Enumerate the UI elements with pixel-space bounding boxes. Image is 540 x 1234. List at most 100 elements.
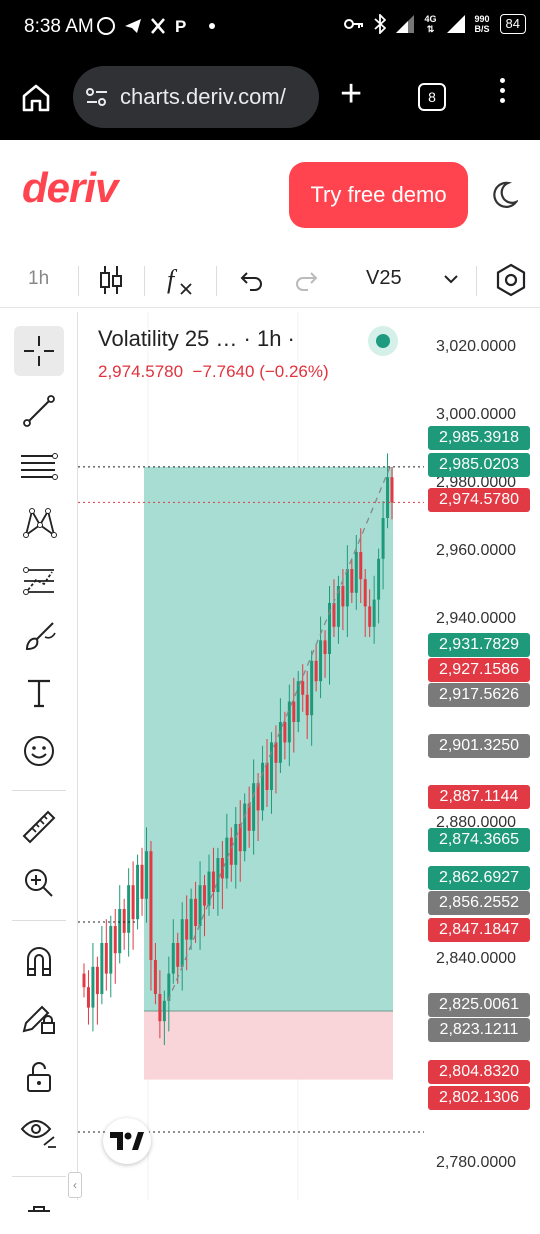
candle <box>381 518 385 559</box>
site-settings-icon[interactable] <box>85 86 109 108</box>
candle <box>95 966 99 994</box>
network-type: 4G ⇅ <box>424 14 437 34</box>
projection-line <box>167 466 391 1002</box>
dark-mode-icon[interactable] <box>490 180 518 210</box>
collapse-panel-button[interactable]: ‹ <box>68 1172 82 1198</box>
candle <box>113 926 117 954</box>
axis-tick: 2,960.0000 <box>436 542 517 559</box>
undo-icon[interactable] <box>238 264 264 294</box>
svg-text:f: f <box>167 265 178 294</box>
panel-divider <box>12 790 66 791</box>
price-label: 2,823.1211 <box>428 1018 530 1042</box>
candle <box>153 960 157 994</box>
candle <box>323 640 327 654</box>
key-icon <box>344 19 364 29</box>
candle <box>243 803 247 852</box>
crosshair-tool[interactable] <box>14 326 64 376</box>
price-label: 2,985.0203 <box>428 453 530 477</box>
candle <box>238 824 242 852</box>
site-header: deriv Try free demo <box>0 140 540 248</box>
price-chart[interactable] <box>78 312 540 1200</box>
zoom-tool[interactable] <box>14 858 64 908</box>
try-free-demo-button[interactable]: Try free demo <box>289 162 468 228</box>
price-label: 2,847.1847 <box>428 918 530 942</box>
candle <box>140 864 144 899</box>
chart-toolbar: 1h f V25 <box>0 252 540 308</box>
symbol-title: Volatility 25 … · 1h · <box>98 326 295 351</box>
candle <box>278 722 282 763</box>
status-bar: 8:38 AM P 4G ⇅ 990 B/S 84 <box>0 0 540 56</box>
candle <box>372 599 376 627</box>
loss-zone <box>144 1010 393 1080</box>
candle <box>194 898 198 926</box>
candle <box>220 858 224 879</box>
text-icon <box>28 679 50 708</box>
app-notification-icon: P <box>97 17 215 36</box>
candle <box>296 681 300 722</box>
pattern-tool[interactable] <box>14 498 64 548</box>
drawing-tools-panel <box>0 312 78 1212</box>
candle <box>386 477 390 518</box>
axis-tick: 3,000.0000 <box>436 406 517 423</box>
tab-switcher-button[interactable]: 8 <box>418 83 446 111</box>
chevron-down-icon[interactable] <box>442 272 460 286</box>
candle <box>377 558 381 600</box>
crosshair-icon <box>24 336 54 366</box>
axis-tick: 2,840.0000 <box>436 950 517 967</box>
candle <box>261 762 265 811</box>
candle <box>269 742 273 790</box>
candle <box>176 943 180 967</box>
candle <box>229 837 233 865</box>
text-tool[interactable] <box>14 668 64 718</box>
candles <box>82 453 394 1045</box>
candle <box>345 569 349 607</box>
magnet-tool[interactable] <box>14 936 64 986</box>
notification-icons: P <box>97 15 217 42</box>
price-label: 2,901.3250 <box>428 734 530 758</box>
symbol-selector[interactable]: V25 <box>366 267 402 289</box>
delete-tool[interactable] <box>14 1184 64 1234</box>
candle <box>301 681 305 695</box>
candle <box>252 783 256 831</box>
axis-tick: 2,980.0000 <box>436 474 517 491</box>
overflow-menu-icon[interactable] <box>500 78 506 108</box>
settings-hexagon-icon[interactable] <box>494 262 528 298</box>
address-bar[interactable]: charts.deriv.com/ <box>73 66 319 128</box>
price-label: 2,917.5626 <box>428 683 530 707</box>
redo-icon[interactable] <box>294 264 320 294</box>
visibility-tool[interactable] <box>14 1108 64 1158</box>
lock-drawings-tool[interactable] <box>14 994 64 1044</box>
new-tab-button[interactable]: + <box>340 73 363 115</box>
price-label: 2,974.5780 <box>428 488 530 512</box>
horizontal-lines-tool[interactable] <box>14 442 64 492</box>
emoji-tool[interactable] <box>14 726 64 776</box>
axis-tick: 2,880.0000 <box>436 814 517 831</box>
candle <box>136 864 140 920</box>
prediction-tool[interactable] <box>14 556 64 606</box>
eye-icon <box>20 1120 56 1148</box>
toolbar-divider <box>476 266 477 296</box>
tradingview-logo[interactable] <box>103 1118 151 1164</box>
candle <box>171 943 175 974</box>
measure-tool[interactable] <box>14 802 64 852</box>
timeframe-selector[interactable]: 1h <box>28 268 50 289</box>
axis-tick: 2,780.0000 <box>436 1154 517 1171</box>
candle <box>256 783 260 811</box>
candle <box>336 586 340 627</box>
indicators-icon[interactable]: f <box>165 264 195 298</box>
candle <box>234 824 238 865</box>
candle <box>310 660 314 716</box>
candle <box>368 606 372 627</box>
trend-line-tool[interactable] <box>14 386 64 436</box>
candle-type-icon[interactable] <box>98 264 124 296</box>
ruler-icon <box>22 810 56 844</box>
status-time: 8:38 AM <box>24 16 94 37</box>
unlock-tool[interactable] <box>14 1052 64 1102</box>
candle <box>104 943 108 974</box>
candle <box>274 742 278 763</box>
axis-tick: 3,020.0000 <box>436 338 517 355</box>
candle <box>109 926 113 974</box>
deriv-logo[interactable]: deriv <box>22 164 118 211</box>
brush-tool[interactable] <box>14 612 64 662</box>
home-icon[interactable] <box>20 82 52 114</box>
